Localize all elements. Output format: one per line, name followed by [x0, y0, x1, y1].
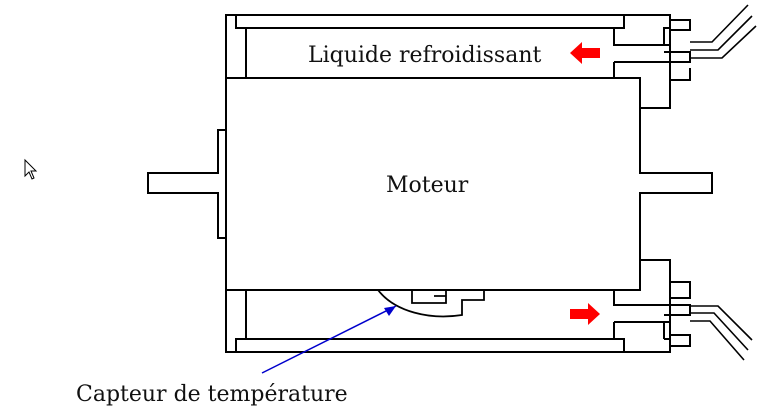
lower-inlet-channel	[613, 290, 665, 339]
upper-hose	[690, 4, 757, 59]
motor-label: Moteur	[386, 173, 469, 198]
lower-jacket	[235, 338, 625, 352]
lower-connector	[664, 281, 691, 347]
sensor-tip	[411, 290, 447, 304]
upper-connector	[663, 19, 691, 81]
sensor-leader-arrowhead	[384, 306, 396, 316]
motor-body	[147, 77, 713, 291]
sensor-leader-line	[261, 305, 397, 374]
flow-arrow-icon	[570, 42, 600, 64]
sensor-body	[377, 289, 485, 318]
lower-hose	[690, 305, 753, 361]
mouse-cursor-icon	[24, 158, 38, 180]
upper-outlet-channel	[613, 27, 664, 78]
upper-jacket	[235, 15, 625, 29]
flow-arrow-icon	[570, 303, 600, 325]
sensor-label: Capteur de température	[76, 382, 348, 407]
coolant-label: Liquide refroidissant	[308, 43, 541, 68]
